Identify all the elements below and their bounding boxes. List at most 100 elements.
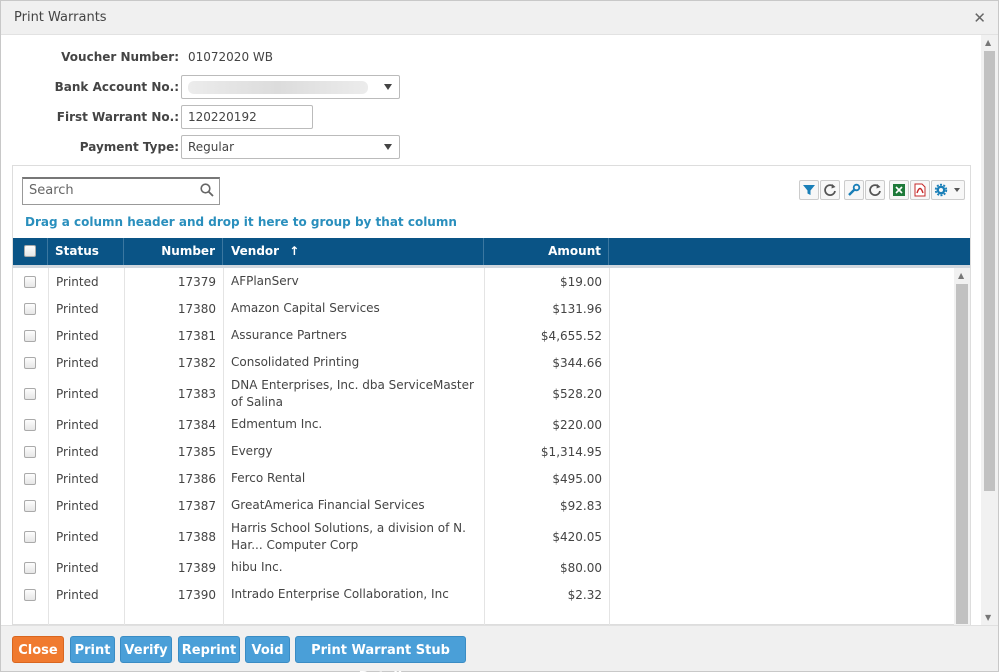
redacted-value bbox=[188, 81, 368, 94]
pdf-icon[interactable] bbox=[910, 180, 930, 200]
gear-icon[interactable] bbox=[931, 180, 965, 200]
table-row[interactable]: Printed 17386 Ferco Rental $495.00 bbox=[13, 465, 954, 492]
table-row[interactable]: Printed 17379 AFPlanServ $19.00 bbox=[13, 268, 954, 295]
bank-account-label: Bank Account No.: bbox=[54, 80, 179, 94]
dialog-scrollbar[interactable]: ▲ ▼ bbox=[981, 35, 998, 625]
void-button[interactable]: Void bbox=[245, 636, 290, 663]
payment-type-select[interactable]: Regular bbox=[181, 135, 400, 159]
column-number[interactable]: Number bbox=[124, 238, 223, 265]
row-checkbox[interactable] bbox=[24, 472, 36, 485]
first-warrant-input[interactable]: 120220192 bbox=[181, 105, 313, 129]
bank-account-select[interactable] bbox=[181, 75, 400, 99]
scroll-thumb[interactable] bbox=[984, 51, 995, 491]
print-stub-detail-button[interactable]: Print Warrant Stub Detail bbox=[295, 636, 466, 672]
number-cell: 17388 bbox=[177, 529, 216, 544]
wrench-icon[interactable] bbox=[844, 180, 864, 200]
amount-cell: $1,314.95 bbox=[540, 444, 602, 459]
table-row[interactable]: Printed 17384 Edmentum Inc. $220.00 bbox=[13, 411, 954, 438]
close-button[interactable]: Close bbox=[12, 636, 64, 663]
dialog-footer: Close Print Verify Reprint Void Print Wa… bbox=[1, 625, 998, 672]
chevron-down-icon bbox=[384, 144, 392, 150]
search-input[interactable]: Search bbox=[22, 177, 220, 205]
scroll-up-icon[interactable]: ▲ bbox=[985, 38, 992, 47]
print-button[interactable]: Print bbox=[70, 636, 115, 663]
amount-cell: $131.96 bbox=[552, 301, 602, 316]
dialog-title: Print Warrants bbox=[14, 10, 107, 25]
row-select-cell[interactable] bbox=[13, 554, 48, 581]
grid-body: Printed 17379 AFPlanServ $19.00 Printed 17380… bbox=[13, 268, 954, 625]
row-checkbox[interactable] bbox=[24, 445, 36, 458]
status-cell: Printed bbox=[56, 417, 99, 432]
excel-icon[interactable] bbox=[889, 180, 909, 200]
table-row[interactable]: Printed 17387 GreatAmerica Financial Servi… bbox=[13, 492, 954, 519]
scroll-thumb[interactable] bbox=[956, 284, 968, 624]
table-row[interactable]: Printed 17385 Evergy $1,314.95 bbox=[13, 438, 954, 465]
row-select-cell[interactable] bbox=[13, 322, 48, 349]
table-row[interactable]: Printed 17388 Harris School Solutions, a d… bbox=[13, 519, 954, 554]
verify-button[interactable]: Verify bbox=[120, 636, 172, 663]
close-icon[interactable]: ✕ bbox=[973, 9, 986, 27]
column-vendor[interactable]: Vendor ↑ bbox=[223, 238, 484, 265]
table-row[interactable]: Printed 17390 Intrado Enterprise Collabora… bbox=[13, 581, 954, 608]
number-cell: 17386 bbox=[177, 471, 216, 486]
vendor-cell: Evergy bbox=[231, 444, 273, 458]
vendor-cell: hibu Inc. bbox=[231, 560, 283, 574]
row-checkbox[interactable] bbox=[24, 499, 36, 512]
amount-cell: $495.00 bbox=[552, 471, 602, 486]
table-row[interactable]: Printed 17382 Consolidated Printing $344.66 bbox=[13, 349, 954, 376]
row-checkbox[interactable] bbox=[24, 275, 36, 288]
row-select-cell[interactable] bbox=[13, 349, 48, 376]
status-cell: Printed bbox=[56, 301, 99, 316]
grid-scrollbar[interactable]: ▲ bbox=[954, 268, 970, 625]
status-cell: Printed bbox=[56, 498, 99, 513]
group-by-hint[interactable]: Drag a column header and drop it here to… bbox=[25, 215, 457, 229]
filter-icon[interactable] bbox=[799, 180, 819, 200]
table-row[interactable]: Printed 17383 DNA Enterprises, Inc. dba Se… bbox=[13, 376, 954, 411]
row-select-cell[interactable] bbox=[13, 376, 48, 411]
row-select-cell[interactable] bbox=[13, 519, 48, 554]
vendor-cell: Consolidated Printing bbox=[231, 355, 360, 369]
number-cell: 17383 bbox=[177, 386, 216, 401]
scroll-up-icon[interactable]: ▲ bbox=[958, 271, 965, 280]
number-cell: 17379 bbox=[177, 274, 216, 289]
column-amount[interactable]: Amount bbox=[484, 238, 609, 265]
row-select-cell[interactable] bbox=[13, 581, 48, 608]
row-select-cell[interactable] bbox=[13, 411, 48, 438]
row-select-cell[interactable] bbox=[13, 295, 48, 322]
search-icon[interactable] bbox=[200, 183, 214, 197]
scroll-down-icon[interactable]: ▼ bbox=[985, 613, 992, 622]
table-row[interactable]: Printed 17389 hibu Inc. $80.00 bbox=[13, 554, 954, 581]
reset-layout-icon[interactable] bbox=[865, 180, 885, 200]
column-status[interactable]: Status bbox=[48, 238, 124, 265]
amount-cell: $344.66 bbox=[552, 355, 602, 370]
row-checkbox[interactable] bbox=[24, 530, 36, 543]
status-cell: Printed bbox=[56, 560, 99, 575]
reset-filter-icon[interactable] bbox=[820, 180, 840, 200]
table-row[interactable]: Printed 17380 Amazon Capital Services $131.… bbox=[13, 295, 954, 322]
select-all-cell[interactable] bbox=[13, 238, 48, 265]
reprint-button[interactable]: Reprint bbox=[178, 636, 240, 663]
row-checkbox[interactable] bbox=[24, 387, 36, 400]
row-checkbox[interactable] bbox=[24, 302, 36, 315]
row-checkbox[interactable] bbox=[24, 418, 36, 431]
row-select-cell[interactable] bbox=[13, 492, 48, 519]
table-row[interactable]: Printed 17381 Assurance Partners $4,655.52 bbox=[13, 322, 954, 349]
row-select-cell[interactable] bbox=[13, 438, 48, 465]
row-checkbox[interactable] bbox=[24, 329, 36, 342]
vendor-cell: DNA Enterprises, Inc. dba ServiceMaster … bbox=[231, 377, 474, 409]
row-checkbox[interactable] bbox=[24, 588, 36, 601]
status-cell: Printed bbox=[56, 328, 99, 343]
search-placeholder: Search bbox=[29, 183, 74, 198]
number-cell: 17390 bbox=[177, 587, 216, 602]
row-checkbox[interactable] bbox=[24, 356, 36, 369]
vendor-cell: Amazon Capital Services bbox=[231, 301, 380, 315]
amount-cell: $528.20 bbox=[552, 386, 602, 401]
row-select-cell[interactable] bbox=[13, 465, 48, 492]
vendor-cell: AFPlanServ bbox=[231, 274, 299, 288]
row-select-cell[interactable] bbox=[13, 268, 48, 295]
vendor-cell: Intrado Enterprise Collaboration, Inc bbox=[231, 587, 449, 601]
select-all-checkbox[interactable] bbox=[24, 245, 36, 257]
number-cell: 17389 bbox=[177, 560, 216, 575]
number-cell: 17384 bbox=[177, 417, 216, 432]
row-checkbox[interactable] bbox=[24, 561, 36, 574]
